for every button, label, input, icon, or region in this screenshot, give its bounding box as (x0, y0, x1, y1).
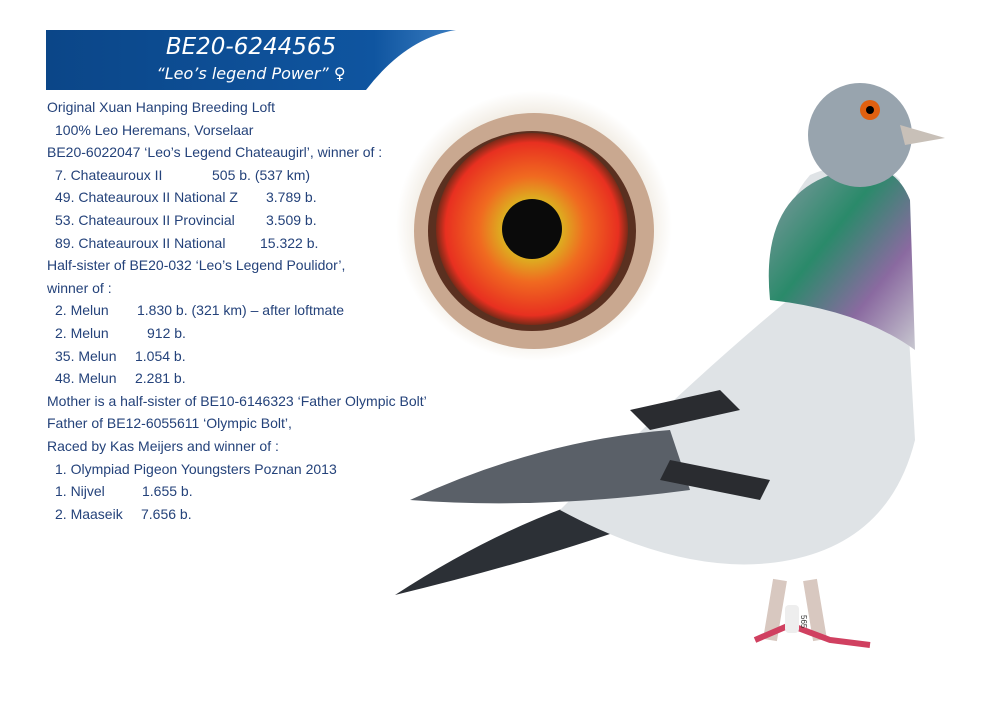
info-line-value: 15.322 b. (260, 234, 319, 251)
pigeon-photo: 565 (395, 83, 945, 648)
info-line: 100% Leo Heremans, Vorselaar (47, 119, 427, 142)
female-icon: ♀ (333, 64, 346, 83)
info-line: 1. Olympiad Pigeon Youngsters Poznan 201… (47, 458, 427, 481)
info-line-text: 2. Melun (55, 302, 109, 319)
banner-shape (46, 30, 456, 90)
info-line-text: winner of : (47, 279, 112, 296)
info-line-text: Father of BE12-6055611 ‘Olympic Bolt’, (47, 415, 292, 432)
info-line: 89. Chateauroux II National 15.322 b. (47, 232, 427, 255)
info-line-value: 1.655 b. (142, 483, 193, 500)
info-line-text: 100% Leo Heremans, Vorselaar (55, 121, 254, 138)
info-line-value: 1.054 b. (135, 347, 186, 364)
info-line: 2. Maaseik 7.656 b. (47, 503, 427, 526)
info-line-text: 35. Melun (55, 347, 117, 364)
info-line: winner of : (47, 277, 427, 300)
title-banner: BE20-6244565 “Leo’s legend Power” ♀ (46, 30, 466, 90)
info-line-text: 49. Chateauroux II National Z (55, 189, 238, 206)
info-line-value: 1.830 b. (321 km) – after loftmate (137, 302, 344, 319)
info-line: Original Xuan Hanping Breeding Loft (47, 96, 427, 119)
info-line: 53. Chateauroux II Provincial 3.509 b. (47, 209, 427, 232)
info-line: Father of BE12-6055611 ‘Olympic Bolt’, (47, 412, 427, 435)
info-line-text: 1. Nijvel (55, 483, 105, 500)
info-line-text: 48. Melun (55, 370, 117, 387)
info-line-text: 2. Maaseik (55, 505, 123, 522)
pedigree-info: Original Xuan Hanping Breeding Loft 100% … (47, 96, 427, 525)
info-line-value: 3.789 b. (266, 189, 317, 206)
info-line: BE20-6022047 ‘Leo’s Legend Chateaugirl’,… (47, 141, 427, 164)
info-line: Mother is a half-sister of BE10-6146323 … (47, 390, 427, 413)
info-line-value: 2.281 b. (135, 370, 186, 387)
info-line-text: 2. Melun (55, 324, 109, 341)
info-line: Raced by Kas Meijers and winner of : (47, 435, 427, 458)
info-line: 48. Melun 2.281 b. (47, 367, 427, 390)
info-line: 1. Nijvel 1.655 b. (47, 480, 427, 503)
info-line: 7. Chateauroux II 505 b. (537 km) (47, 164, 427, 187)
info-line: 35. Melun 1.054 b. (47, 345, 427, 368)
eye-photo (396, 91, 672, 361)
info-line-text: 7. Chateauroux II (55, 166, 163, 183)
info-line-text: 1. Olympiad Pigeon Youngsters Poznan 201… (55, 460, 337, 477)
info-line-value: 505 b. (537 km) (212, 166, 311, 183)
info-line-value: 912 b. (147, 324, 186, 341)
leg-ring-text: 565 (799, 615, 808, 629)
info-line-text: Mother is a half-sister of BE10-6146323 … (47, 392, 427, 409)
info-line-text: BE20-6022047 ‘Leo’s Legend Chateaugirl’,… (47, 144, 383, 161)
info-line: 2. Melun 912 b. (47, 322, 427, 345)
info-line: Half-sister of BE20-032 ‘Leo’s Legend Po… (47, 254, 427, 277)
pigeon-name: “Leo’s legend Power” ♀ (46, 64, 456, 83)
info-line: 49. Chateauroux II National Z 3.789 b. (47, 186, 427, 209)
pigeon-name-text: “Leo’s legend Power” (156, 64, 329, 83)
info-line-text: 53. Chateauroux II Provincial (55, 211, 235, 228)
info-line-text: 89. Chateauroux II National (55, 234, 226, 251)
info-line-value: 7.656 b. (141, 505, 192, 522)
info-line-text: Half-sister of BE20-032 ‘Leo’s Legend Po… (47, 257, 346, 274)
info-line-text: Raced by Kas Meijers and winner of : (47, 437, 279, 454)
ring-number: BE20-6244565 (165, 34, 337, 60)
info-line: 2. Melun 1.830 b. (321 km) – after loftma… (47, 299, 427, 322)
info-line-value: 3.509 b. (266, 211, 317, 228)
info-line-text: Original Xuan Hanping Breeding Loft (47, 99, 276, 115)
leg-ring (785, 605, 799, 633)
